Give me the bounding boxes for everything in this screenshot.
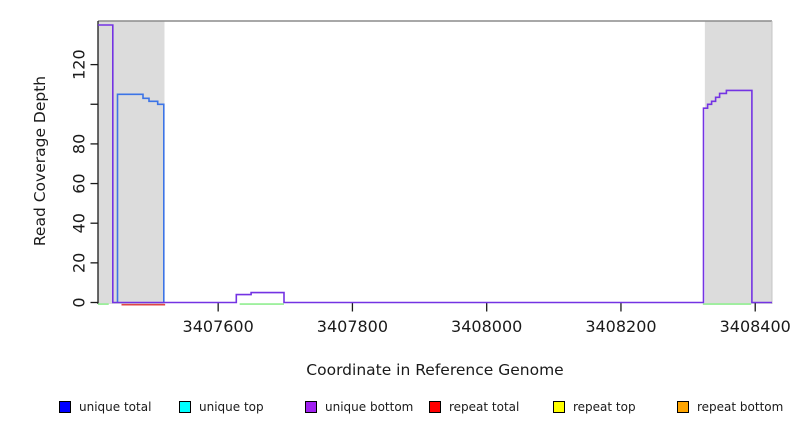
legend-label: repeat top (573, 400, 636, 414)
legend-item-repeat-total: repeat total (429, 396, 519, 418)
y-axis-title: Read Coverage Depth (31, 75, 49, 247)
y-tick-label: 80 (70, 134, 89, 154)
legend-item-repeat-top: repeat top (553, 396, 636, 418)
x-tick-label: 3408200 (585, 317, 656, 336)
x-tick-label: 3408000 (451, 317, 522, 336)
legend-swatch-unique-top (179, 401, 191, 413)
legend-item-unique-bottom: unique bottom (305, 396, 413, 418)
x-tick-label: 3407800 (317, 317, 388, 336)
right-gray-band (704, 21, 772, 304)
y-tick-label: 120 (70, 49, 89, 80)
y-tick-label: 20 (70, 253, 89, 273)
legend: unique total unique top unique bottom repea… (0, 396, 792, 420)
y-tick-label: 40 (70, 213, 89, 233)
series-line-unique-bottom (98, 24, 772, 304)
legend-label: unique top (199, 400, 264, 414)
legend-item-unique-top: unique top (179, 396, 264, 418)
legend-swatch-repeat-top (553, 401, 565, 413)
left-gray-band (98, 21, 165, 304)
legend-item-unique-total: unique total (59, 396, 151, 418)
legend-label: repeat total (449, 400, 520, 414)
x-tick-label: 3408400 (720, 317, 791, 336)
legend-swatch-unique-bottom (305, 401, 317, 413)
series-line-unique-total (116, 93, 165, 303)
legend-swatch-repeat-total (429, 401, 441, 413)
legend-label: repeat bottom (697, 400, 784, 414)
legend-swatch-repeat-bottom (677, 401, 689, 413)
x-tick-label: 3407600 (183, 317, 254, 336)
legend-item-repeat-bottom: repeat bottom (677, 396, 783, 418)
legend-swatch-unique-total (59, 401, 71, 413)
legend-label: unique bottom (325, 400, 414, 414)
y-tick-label: 0 (70, 297, 89, 307)
x-axis-title: Coordinate in Reference Genome (306, 361, 564, 379)
y-tick-label: 60 (70, 173, 89, 193)
legend-label: unique total (79, 400, 152, 414)
